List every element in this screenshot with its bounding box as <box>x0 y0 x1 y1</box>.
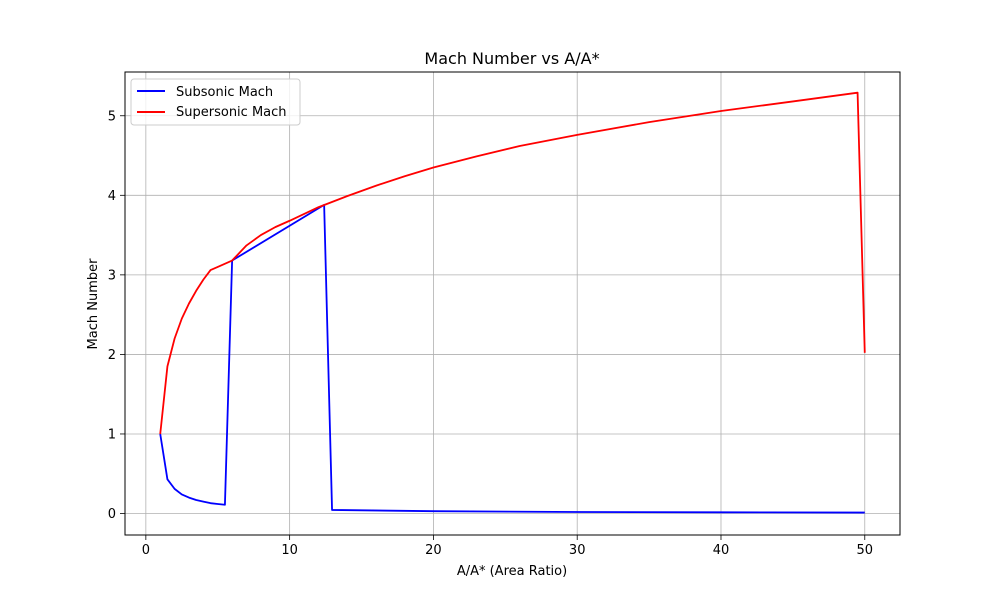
x-tick-label: 10 <box>281 543 298 558</box>
legend-label-supersonic: Supersonic Mach <box>176 105 287 120</box>
ticks: 0 10 20 30 40 50 0 1 2 3 4 5 <box>108 109 873 558</box>
chart-title: Mach Number vs A/A* <box>424 49 599 68</box>
legend: Subsonic Mach Supersonic Mach <box>130 78 301 126</box>
y-tick-label: 3 <box>108 268 116 283</box>
series-line-subsonic-mach <box>159 203 865 514</box>
y-tick-label: 5 <box>108 109 116 124</box>
y-tick-label: 1 <box>108 427 116 442</box>
series-group <box>159 91 866 514</box>
y-axis-label: Mach Number <box>86 258 101 350</box>
legend-box <box>130 78 301 126</box>
series-line-supersonic-mach <box>159 91 866 435</box>
x-axis-label: A/A* (Area Ratio) <box>457 564 567 579</box>
x-tick-label: 50 <box>856 543 873 558</box>
y-tick-label: 4 <box>108 189 116 204</box>
grid <box>125 72 900 535</box>
x-tick-label: 0 <box>142 543 150 558</box>
x-tick-label: 30 <box>569 543 586 558</box>
x-tick-label: 40 <box>713 543 730 558</box>
legend-label-subsonic: Subsonic Mach <box>176 85 273 100</box>
y-tick-label: 0 <box>108 507 116 522</box>
x-tick-label: 20 <box>425 543 442 558</box>
y-tick-label: 2 <box>108 348 116 363</box>
plot-frame <box>124 71 901 536</box>
